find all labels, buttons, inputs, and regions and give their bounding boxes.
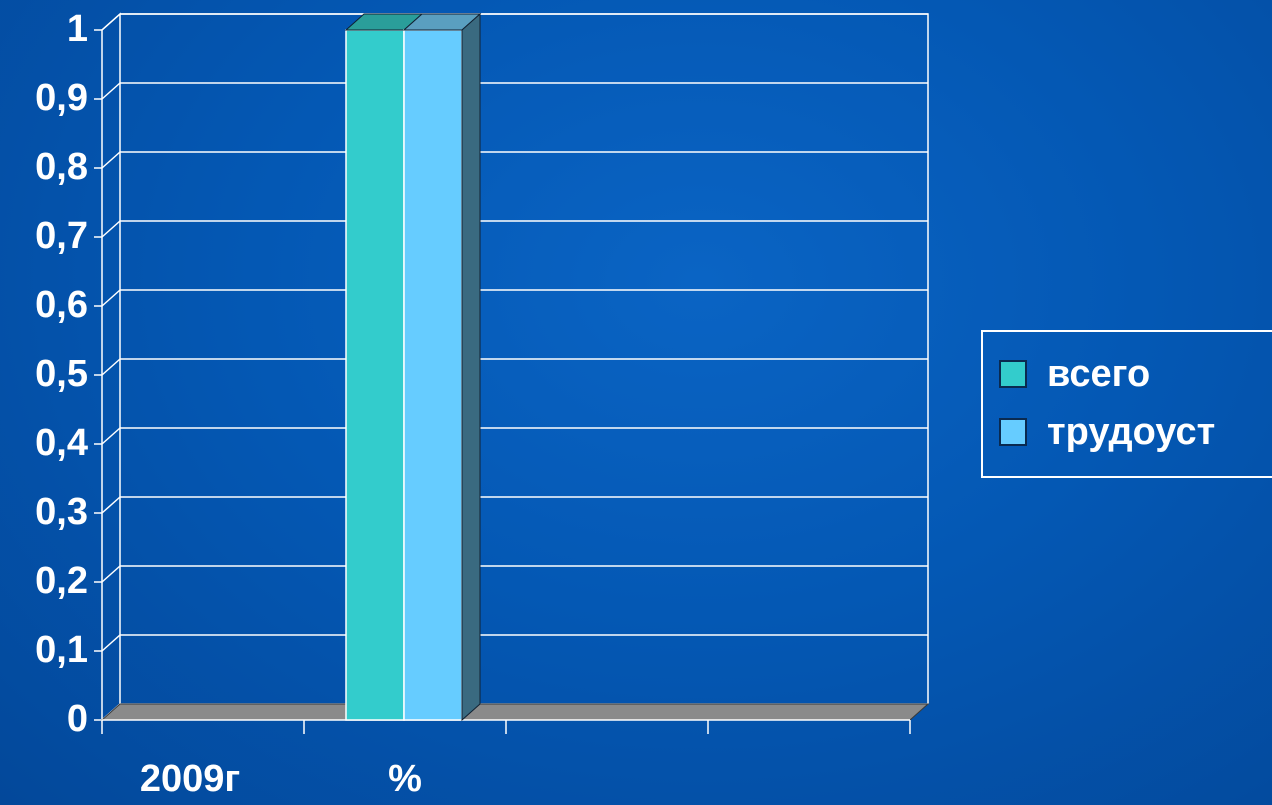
gridline-side: [101, 289, 121, 307]
gridline-side: [101, 220, 121, 238]
bar-всего-%: [345, 29, 405, 721]
gridline-side: [101, 13, 121, 31]
y-tick-label: 0,5: [35, 353, 88, 395]
x-category-label: %: [388, 758, 422, 800]
gridline-side: [101, 358, 121, 376]
bar-трудоуст-%: [403, 29, 463, 721]
y-tick-label: 0,1: [35, 629, 88, 671]
y-tick-label: 0,9: [35, 77, 88, 119]
y-tick-label: 0,4: [35, 422, 88, 464]
y-tick-label: 0,7: [35, 215, 88, 257]
y-tick-label: 0: [66, 698, 88, 740]
gridline-side: [101, 427, 121, 445]
legend-swatch: [999, 418, 1027, 446]
gridline-side: [101, 151, 121, 169]
y-tick-label: 0,2: [35, 560, 88, 602]
chart-floor: [100, 703, 930, 721]
y-tick-label: 0,6: [35, 284, 88, 326]
chart-legend: всего трудоуст: [981, 330, 1272, 478]
legend-item: всего: [999, 354, 1272, 394]
gridline-side: [101, 565, 121, 583]
x-category-label: 2009г: [139, 758, 241, 800]
y-tick-label: 1: [66, 8, 88, 50]
legend-swatch: [999, 360, 1027, 388]
gridline-side: [101, 496, 121, 514]
legend-label: трудоуст: [1047, 411, 1216, 453]
bar-side-трудоуст-%: [461, 12, 481, 722]
gridline-side: [101, 634, 121, 652]
legend-label: всего: [1047, 353, 1151, 395]
y-tick-label: 0,8: [35, 146, 88, 188]
legend-item: трудоуст: [999, 412, 1272, 452]
y-tick-label: 0,3: [35, 491, 88, 533]
gridline-side: [101, 82, 121, 100]
